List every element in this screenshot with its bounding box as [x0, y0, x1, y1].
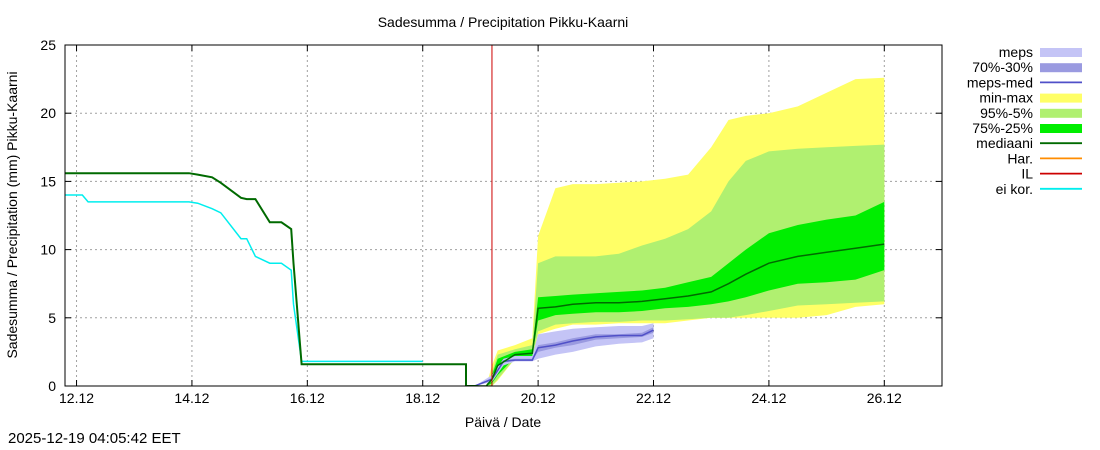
legend-label-meps_med: meps-med: [967, 74, 1033, 90]
legend-label-mediaani: mediaani: [976, 135, 1033, 151]
legend-label-meps: meps: [999, 44, 1033, 60]
ei-kor-line: [65, 194, 423, 363]
x-tick-label: 14.12: [174, 390, 209, 406]
legend-swatch-p75_25: [1040, 124, 1082, 133]
plot-content: [65, 45, 942, 386]
legend-swatch-meps: [1040, 48, 1082, 57]
legend: meps70%-30%meps-medmin-max95%-5%75%-25%m…: [967, 44, 1082, 197]
forecast-median-line: [474, 243, 885, 386]
legend-label-p95_5: 95%-5%: [980, 105, 1033, 121]
y-tick-label: 10: [40, 242, 56, 258]
x-tick-label: 12.12: [59, 390, 94, 406]
timestamp: 2025-12-19 04:05:42 EET: [8, 430, 181, 447]
meps-median-line: [474, 329, 654, 386]
legend-label-meps_70_30: 70%-30%: [972, 59, 1033, 75]
x-tick-label: 16.12: [290, 390, 325, 406]
plot-area: [65, 45, 942, 386]
x-tick-label: 24.12: [751, 390, 786, 406]
y-axis-label: Sadesumma / Precipitation (mm) Pikku-Kaa…: [4, 71, 20, 358]
legend-label-eikor: ei kor.: [996, 181, 1033, 197]
legend-label-minmax: min-max: [979, 90, 1033, 106]
legend-swatch-minmax: [1040, 93, 1082, 103]
x-tick-label: 26.12: [867, 390, 902, 406]
meps-band: [474, 323, 654, 386]
x-tick-label: 18.12: [405, 390, 440, 406]
x-axis-label: Päivä / Date: [465, 414, 541, 430]
p95-5-band: [474, 144, 885, 386]
x-tick-label: 22.12: [636, 390, 671, 406]
chart-title: Sadesumma / Precipitation Pikku-Kaarni: [378, 14, 629, 30]
legend-swatch-p95_5: [1040, 108, 1082, 118]
x-tick-label: 20.12: [521, 390, 556, 406]
legend-label-p75_25: 75%-25%: [972, 120, 1033, 136]
legend-label-il: IL: [1021, 166, 1033, 182]
observed-line: [65, 172, 478, 386]
axes: 12.12 14.12 16.12 18.12 20.12 22.12 24.12 26.12…: [40, 37, 943, 406]
y-tick-label: 0: [48, 378, 56, 394]
y-tick-label: 20: [40, 105, 56, 121]
plot-frame: [64, 44, 943, 387]
legend-label-har: Har.: [1007, 150, 1033, 166]
p75-25-band: [474, 201, 885, 386]
y-tick-label: 5: [48, 310, 56, 326]
y-tick-label: 25: [40, 37, 56, 53]
legend-swatch-meps_70_30: [1040, 63, 1082, 73]
y-tick-label: 15: [40, 173, 56, 189]
